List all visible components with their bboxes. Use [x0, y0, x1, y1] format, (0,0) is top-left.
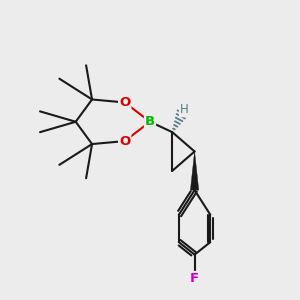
Text: B: B	[145, 115, 155, 128]
Polygon shape	[190, 152, 199, 190]
Text: F: F	[190, 272, 199, 285]
Text: H: H	[180, 103, 189, 116]
Text: O: O	[119, 135, 130, 148]
Text: O: O	[119, 96, 130, 109]
